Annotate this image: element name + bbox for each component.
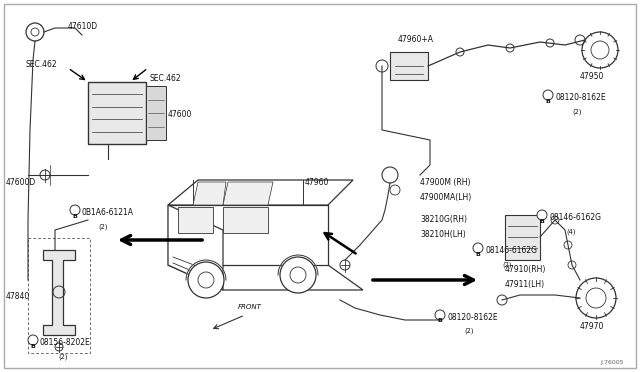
Text: 38210G(RH): 38210G(RH) [420, 215, 467, 224]
Text: 08146-6162G: 08146-6162G [485, 246, 537, 255]
FancyBboxPatch shape [4, 4, 636, 368]
FancyBboxPatch shape [390, 52, 428, 80]
Text: 08146-6162G: 08146-6162G [549, 213, 601, 222]
Text: 08120-8162E: 08120-8162E [447, 313, 498, 322]
Text: (2): (2) [502, 261, 511, 267]
FancyBboxPatch shape [88, 82, 146, 144]
Text: 47610D: 47610D [68, 22, 98, 31]
Circle shape [28, 335, 38, 345]
Circle shape [70, 205, 80, 215]
Text: B: B [31, 343, 35, 349]
Circle shape [537, 210, 547, 220]
Circle shape [473, 243, 483, 253]
Text: J:76005: J:76005 [600, 360, 623, 365]
Text: 47600: 47600 [168, 110, 193, 119]
Text: B: B [545, 99, 550, 103]
Text: 47840: 47840 [6, 292, 30, 301]
Text: (2): (2) [572, 108, 582, 115]
FancyBboxPatch shape [146, 86, 166, 140]
Circle shape [280, 257, 316, 293]
Text: 08156-8202E: 08156-8202E [40, 338, 91, 347]
Polygon shape [193, 182, 226, 205]
Circle shape [435, 310, 445, 320]
Text: 47960: 47960 [305, 178, 330, 187]
Text: 0B1A6-6121A: 0B1A6-6121A [82, 208, 134, 217]
Text: 38210H(LH): 38210H(LH) [420, 230, 466, 239]
Polygon shape [223, 182, 273, 205]
Polygon shape [178, 207, 213, 233]
Text: 47970: 47970 [580, 322, 604, 331]
Polygon shape [223, 207, 268, 233]
Text: 47900MA(LH): 47900MA(LH) [420, 193, 472, 202]
Text: SEC.462: SEC.462 [150, 74, 182, 83]
Text: B: B [476, 251, 481, 257]
Text: (2): (2) [58, 353, 67, 359]
Text: SEC.462: SEC.462 [25, 60, 56, 69]
FancyBboxPatch shape [505, 215, 540, 260]
Text: (2): (2) [98, 223, 108, 230]
Text: B: B [72, 214, 77, 218]
Polygon shape [168, 205, 223, 290]
Circle shape [188, 262, 224, 298]
Text: (2): (2) [464, 328, 474, 334]
Text: (4): (4) [566, 228, 575, 234]
Polygon shape [168, 265, 363, 290]
Polygon shape [168, 205, 328, 265]
Text: 47960+A: 47960+A [398, 35, 434, 44]
Text: 47910(RH): 47910(RH) [505, 265, 547, 274]
Text: FRONT: FRONT [238, 304, 262, 310]
Text: 47911(LH): 47911(LH) [505, 280, 545, 289]
Circle shape [543, 90, 553, 100]
Polygon shape [43, 250, 75, 335]
Text: 47950: 47950 [580, 72, 604, 81]
Text: 08120-8162E: 08120-8162E [555, 93, 605, 102]
Polygon shape [168, 180, 353, 205]
Text: B: B [540, 218, 545, 224]
Text: 47600D: 47600D [6, 178, 36, 187]
Text: B: B [438, 318, 442, 324]
Text: 47900M (RH): 47900M (RH) [420, 178, 470, 187]
